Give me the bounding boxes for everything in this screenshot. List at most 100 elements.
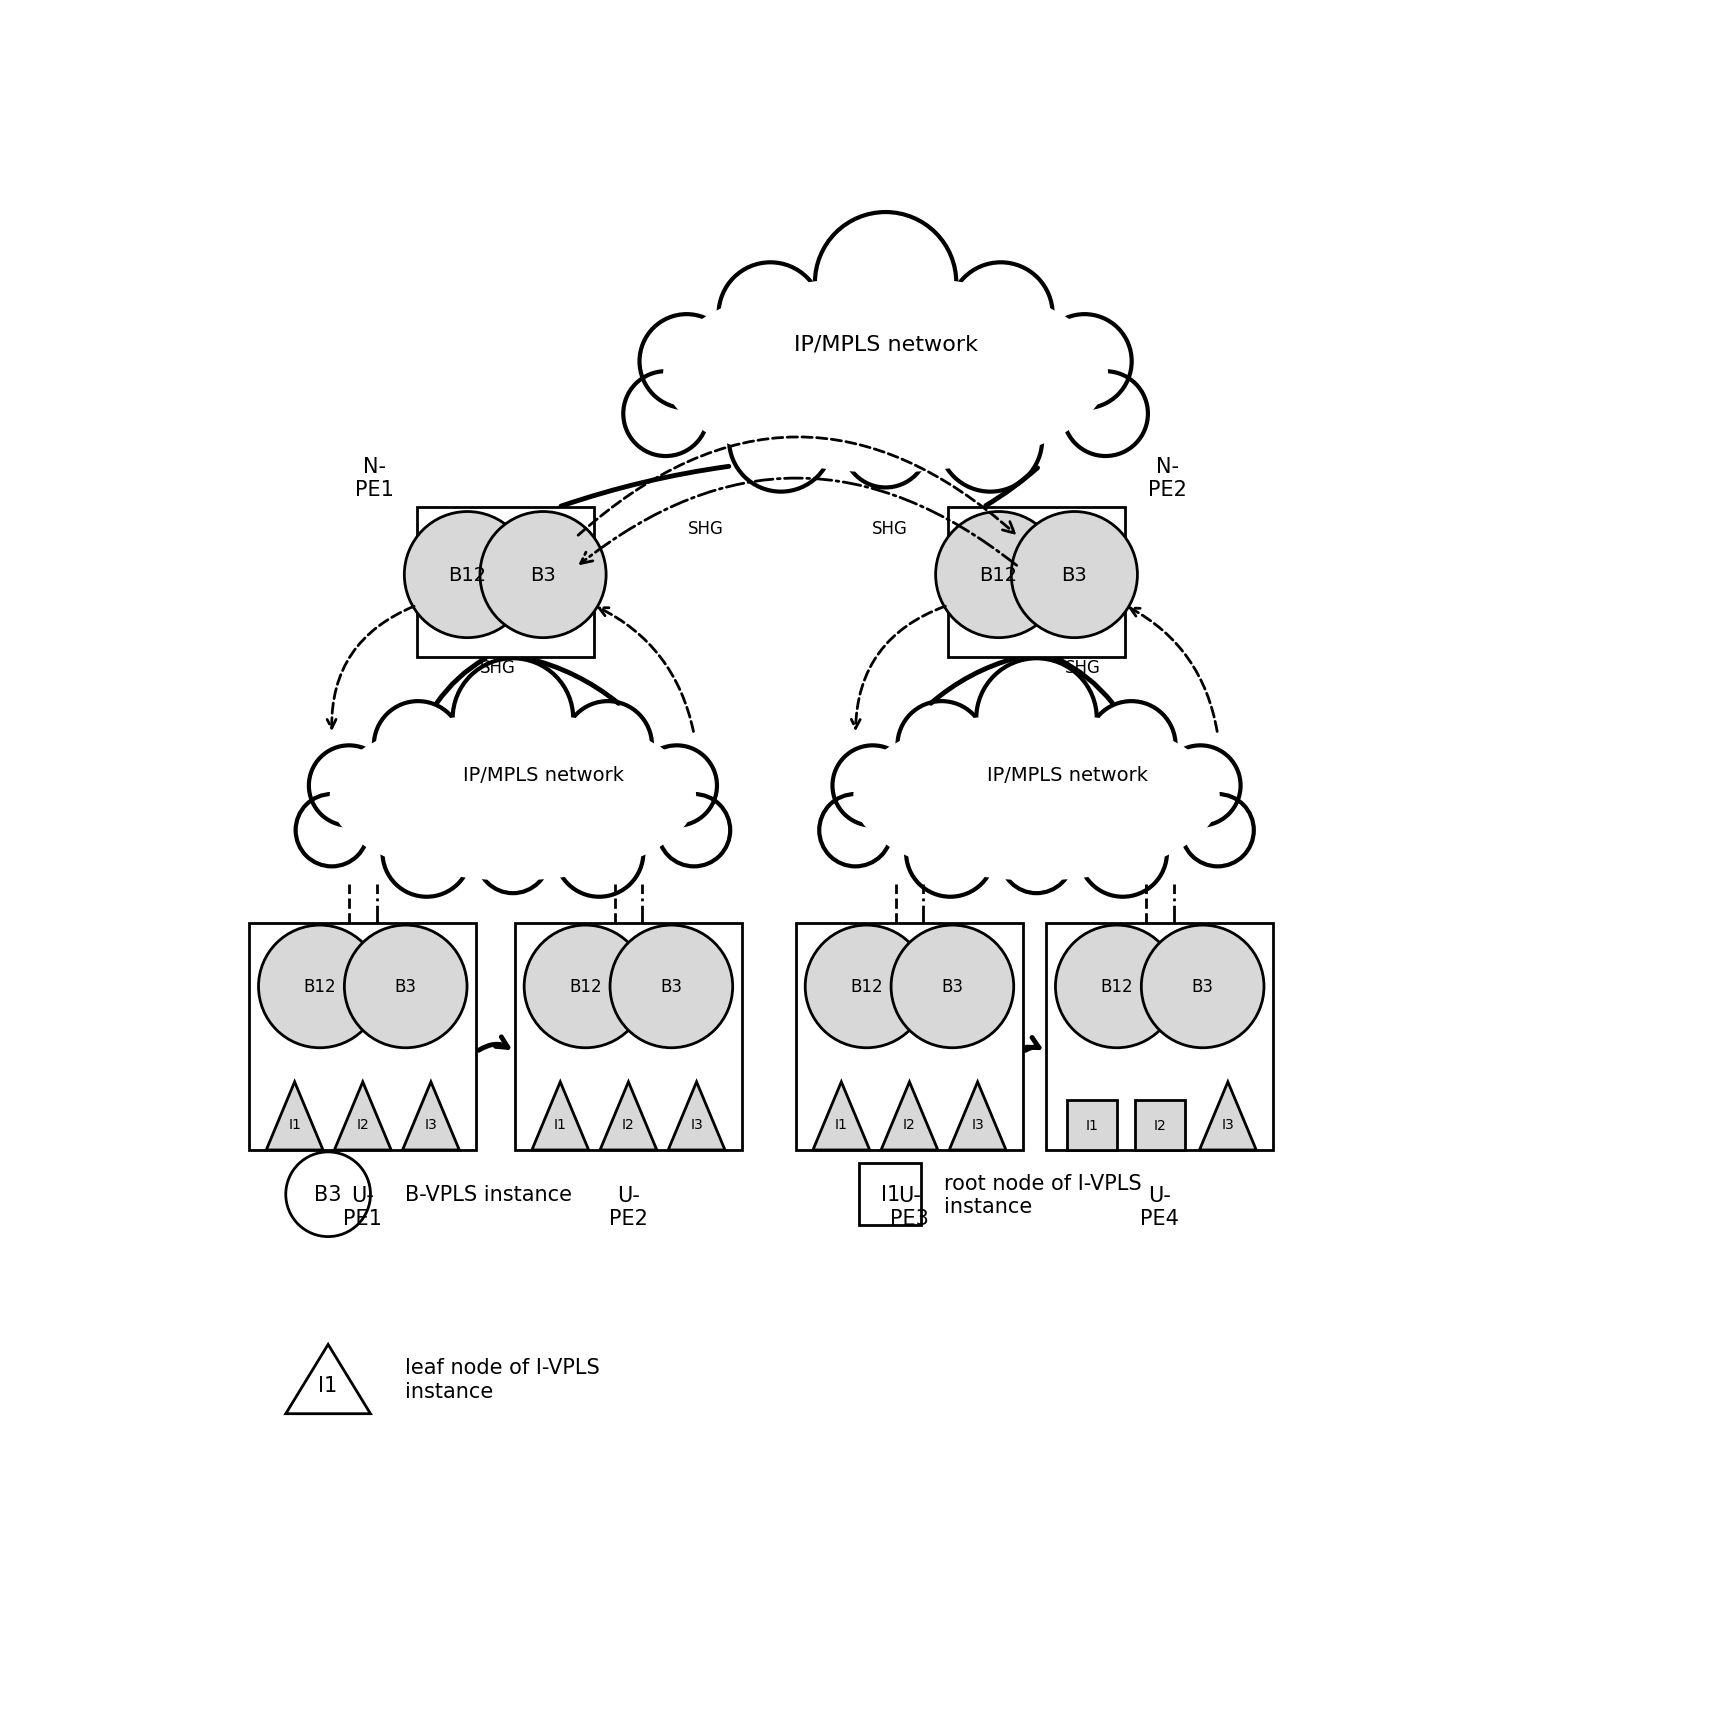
Circle shape [1182, 795, 1255, 867]
Circle shape [480, 512, 607, 638]
Text: SHG: SHG [480, 658, 515, 677]
Circle shape [1187, 800, 1248, 862]
Polygon shape [600, 1082, 657, 1150]
Circle shape [1085, 816, 1159, 891]
Text: U-
PE1: U- PE1 [344, 1184, 382, 1229]
Bar [1135, 1100, 1185, 1150]
Circle shape [1087, 701, 1175, 790]
Circle shape [843, 403, 928, 488]
Text: B12: B12 [1101, 979, 1134, 996]
Circle shape [719, 264, 823, 367]
Bar [249, 924, 477, 1150]
Circle shape [664, 800, 724, 862]
Text: B12: B12 [850, 979, 883, 996]
Circle shape [629, 379, 702, 451]
Circle shape [1166, 752, 1234, 821]
Circle shape [570, 708, 645, 783]
Polygon shape [881, 1082, 938, 1150]
Circle shape [904, 708, 980, 783]
Text: I3: I3 [425, 1118, 437, 1131]
Circle shape [1140, 926, 1263, 1049]
Text: I3: I3 [971, 1118, 983, 1131]
Ellipse shape [854, 713, 1220, 881]
Text: SHG: SHG [688, 519, 724, 538]
Circle shape [301, 800, 363, 862]
Text: IP/MPLS network: IP/MPLS network [463, 766, 624, 785]
Text: I1: I1 [555, 1118, 567, 1131]
Text: I2: I2 [622, 1118, 634, 1131]
Circle shape [389, 816, 465, 891]
Circle shape [259, 926, 382, 1049]
Circle shape [624, 372, 708, 456]
Circle shape [314, 752, 384, 821]
Text: B3: B3 [1061, 566, 1087, 584]
Text: B3: B3 [660, 979, 683, 996]
Text: B12: B12 [569, 979, 601, 996]
Bar [797, 924, 1023, 1150]
Text: B3: B3 [942, 979, 964, 996]
Circle shape [912, 816, 988, 891]
Circle shape [639, 315, 734, 410]
Circle shape [643, 752, 710, 821]
Circle shape [555, 809, 643, 896]
Bar [1066, 1100, 1116, 1150]
Circle shape [729, 389, 833, 492]
Text: IP/MPLS network: IP/MPLS network [793, 334, 978, 355]
Circle shape [610, 926, 733, 1049]
Polygon shape [532, 1082, 589, 1150]
Polygon shape [812, 1082, 869, 1150]
Circle shape [1001, 821, 1073, 893]
Circle shape [1159, 746, 1241, 826]
Circle shape [976, 658, 1097, 780]
Circle shape [477, 821, 550, 893]
Text: I1: I1 [289, 1118, 301, 1131]
Bar [1045, 924, 1274, 1150]
Bar [859, 1164, 921, 1226]
Text: leaf node of I-VPLS
instance: leaf node of I-VPLS instance [404, 1357, 600, 1400]
Bar [949, 507, 1125, 658]
Text: U-
PE2: U- PE2 [608, 1184, 648, 1229]
Text: N-
PE2: N- PE2 [1147, 458, 1187, 500]
Circle shape [658, 795, 731, 867]
Text: I2: I2 [1153, 1118, 1166, 1133]
Circle shape [1011, 512, 1137, 638]
Circle shape [850, 410, 921, 482]
Circle shape [309, 746, 389, 826]
Circle shape [833, 746, 912, 826]
Polygon shape [669, 1082, 726, 1150]
Text: B3: B3 [1192, 979, 1213, 996]
Polygon shape [266, 1082, 323, 1150]
Circle shape [636, 746, 717, 826]
Circle shape [947, 396, 1035, 485]
Circle shape [380, 708, 456, 783]
Circle shape [295, 795, 368, 867]
Text: SHG: SHG [1064, 658, 1101, 677]
Text: I1: I1 [318, 1375, 337, 1395]
Circle shape [938, 389, 1042, 492]
Circle shape [404, 512, 530, 638]
Circle shape [824, 800, 886, 862]
Circle shape [382, 809, 472, 896]
Circle shape [1037, 315, 1132, 410]
Text: U-
PE4: U- PE4 [1140, 1184, 1178, 1229]
Circle shape [344, 926, 467, 1049]
Circle shape [838, 752, 907, 821]
Polygon shape [335, 1082, 391, 1150]
Circle shape [897, 701, 987, 790]
Circle shape [726, 271, 814, 358]
Text: I3: I3 [1222, 1118, 1234, 1131]
Text: I2: I2 [904, 1118, 916, 1131]
Text: SHG: SHG [873, 519, 909, 538]
Polygon shape [285, 1344, 370, 1414]
Ellipse shape [330, 713, 696, 881]
Circle shape [957, 271, 1045, 358]
Circle shape [1044, 322, 1125, 403]
Circle shape [482, 826, 544, 888]
Text: IP/MPLS network: IP/MPLS network [987, 766, 1147, 785]
Circle shape [1056, 926, 1178, 1049]
Circle shape [805, 926, 928, 1049]
Text: I1: I1 [1085, 1118, 1097, 1133]
Circle shape [1070, 379, 1142, 451]
Ellipse shape [664, 278, 1108, 473]
Text: B3: B3 [314, 1184, 342, 1205]
